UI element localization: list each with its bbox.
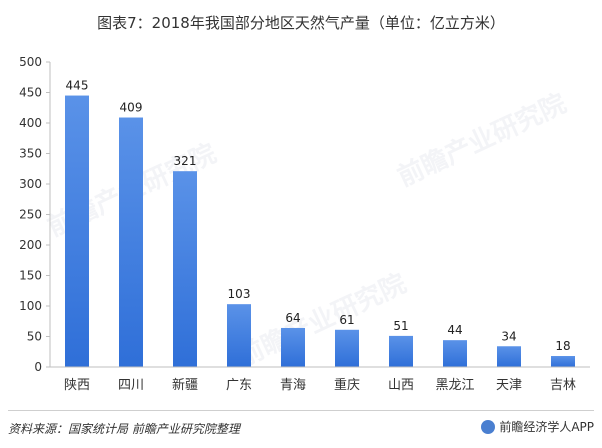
y-tick-label: 300: [19, 177, 42, 191]
footer-divider: [8, 410, 594, 411]
data-label: 103: [228, 287, 251, 301]
x-tick-label: 广东: [226, 378, 252, 393]
x-tick-label: 陕西: [64, 378, 90, 393]
bar: [389, 335, 413, 367]
bar: [335, 329, 359, 367]
data-label: 409: [120, 101, 143, 115]
x-tick-label: 重庆: [334, 377, 360, 393]
bar: [173, 171, 197, 367]
chart-title: 图表7：2018年我国部分地区天然气产量（单位：亿立方米）: [97, 14, 505, 32]
y-tick-label: 250: [19, 208, 42, 222]
bar: [119, 117, 143, 367]
data-label: 44: [447, 323, 462, 337]
y-tick-label: 150: [19, 269, 42, 283]
x-tick-label: 黑龙江: [435, 378, 474, 393]
bar: [281, 327, 305, 367]
brand: 前瞻经济学人APP: [481, 418, 594, 435]
data-label: 445: [66, 79, 89, 93]
bar: [443, 340, 467, 367]
bar: [551, 356, 575, 367]
bar: [65, 95, 89, 368]
bars: [65, 95, 575, 368]
bar: [497, 346, 521, 367]
x-tick-label: 吉林: [550, 378, 576, 393]
y-axis: 0 50 100 150 200 250 300 350 400 450 500: [19, 55, 51, 374]
y-tick-label: 400: [19, 116, 42, 130]
x-tick-label: 山西: [388, 378, 414, 393]
x-tick-label: 青海: [280, 378, 306, 393]
x-tick-label: 新疆: [172, 377, 198, 393]
x-tick-label: 天津: [496, 378, 522, 393]
y-tick-label: 350: [19, 147, 42, 161]
data-label: 34: [501, 329, 516, 343]
source-note: 资料来源：国家统计局 前瞻产业研究院整理: [8, 422, 240, 436]
data-label: 18: [555, 339, 570, 353]
data-label: 321: [174, 154, 197, 168]
x-axis: 陕西 四川 新疆 广东 青海 重庆 山西 黑龙江 天津 吉林: [50, 366, 590, 393]
y-tick-label: 200: [19, 238, 42, 252]
y-tick-label: 0: [34, 360, 42, 374]
brand-logo-icon: [481, 419, 496, 434]
y-tick-label: 50: [27, 330, 42, 344]
brand-label: 前瞻经济学人APP: [499, 420, 594, 434]
y-tick-label: 500: [19, 55, 42, 69]
y-tick-label: 100: [19, 299, 42, 313]
x-tick-label: 四川: [118, 378, 144, 393]
bar: [227, 304, 251, 367]
y-tick-label: 450: [19, 86, 42, 100]
data-labels: 445 409 321 103 64 61 51 44 34 18: [66, 79, 571, 353]
data-label: 64: [285, 311, 300, 325]
data-label: 51: [393, 319, 408, 333]
data-label: 61: [339, 313, 354, 327]
